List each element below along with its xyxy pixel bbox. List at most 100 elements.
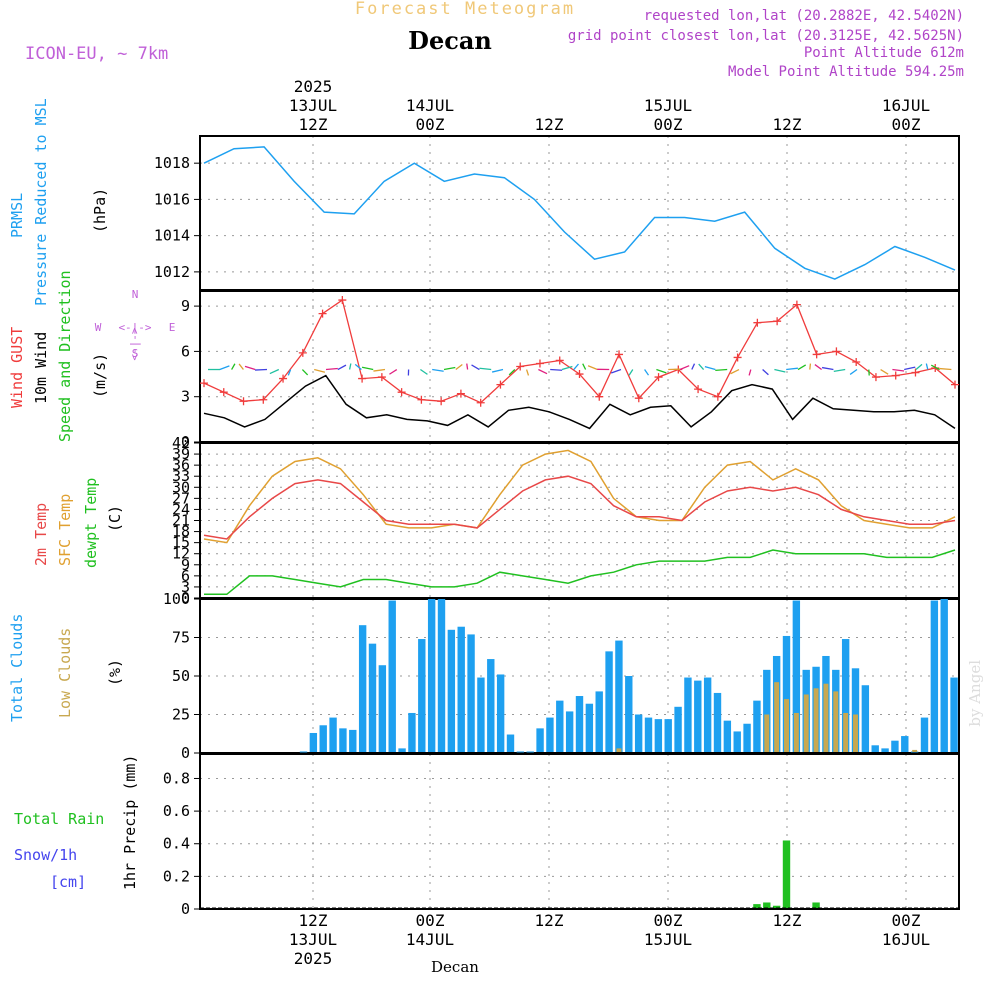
- total-cloud-bar: [299, 751, 308, 753]
- total-cloud-bar: [605, 651, 613, 752]
- total-cloud-bar: [349, 729, 357, 752]
- cloud-label-a: Total Clouds: [8, 614, 26, 722]
- wind-direction-arrow: [471, 364, 480, 371]
- gust-marker: [555, 356, 564, 365]
- chart-title: Decan: [408, 26, 492, 55]
- wind-direction-arrow: [679, 365, 690, 371]
- temp-ytick-label: 21: [172, 512, 190, 530]
- x-bottom-l1: 00Z: [415, 911, 445, 930]
- x-bottom-l1: 12Z: [298, 911, 328, 930]
- wind-ytick-label: 6: [181, 342, 190, 360]
- wind-direction-arrow: [704, 365, 716, 371]
- total-cloud-bar: [753, 700, 761, 752]
- wind-direction-arrow: [930, 364, 940, 371]
- gust-marker: [753, 318, 762, 327]
- wind-direction-arrow: [301, 369, 309, 376]
- total-cloud-bar: [329, 717, 337, 752]
- gust-marker: [279, 374, 288, 383]
- pressure-line: [203, 146, 956, 280]
- gust-marker: [417, 395, 426, 404]
- gust-marker: [951, 380, 959, 389]
- wind-direction-arrow: [361, 366, 374, 371]
- total-cloud-bar: [713, 692, 722, 752]
- cloud-label-b: Low Clouds: [56, 628, 74, 718]
- gust-marker: [595, 392, 604, 401]
- total-cloud-bar: [654, 719, 663, 752]
- total-cloud-bar: [496, 674, 505, 752]
- low-cloud-bar: [912, 749, 918, 752]
- x-top-l2: 15JUL: [643, 96, 693, 115]
- snow-unit: [cm]: [50, 873, 86, 891]
- wind-direction-arrow: [915, 363, 923, 371]
- wind-direction-arrow: [255, 368, 268, 371]
- rain-bar: [812, 902, 820, 908]
- rain-label: Total Rain: [14, 810, 104, 828]
- wind-ytick-label: 0: [181, 433, 190, 451]
- total-cloud-bar: [585, 703, 594, 752]
- dewpt-line: [204, 549, 956, 596]
- pressure-ytick-label: 1018: [154, 154, 190, 172]
- wind-direction-arrow: [269, 368, 280, 375]
- total-cloud-bar: [615, 640, 623, 752]
- gust-marker: [476, 398, 485, 407]
- total-cloud-bar: [595, 691, 603, 752]
- gust-marker: [634, 394, 643, 403]
- gust-marker: [694, 385, 703, 394]
- rain-bar: [763, 902, 771, 908]
- total-cloud-bar: [792, 600, 801, 752]
- x-top-l3: 00Z: [415, 115, 445, 134]
- wind-direction-arrow: [774, 368, 786, 373]
- wind-direction-arrow: [432, 368, 444, 372]
- temp-ytick-label: 33: [172, 467, 190, 485]
- total-cloud-bar: [398, 748, 406, 752]
- gust-marker: [812, 350, 821, 359]
- total-cloud-bar: [881, 748, 889, 752]
- temp-ytick-label: 42: [172, 434, 190, 452]
- wind-direction-arrow: [231, 363, 236, 370]
- precip-unit: 1hr Precip (mm): [121, 755, 139, 890]
- wind-direction-arrow: [466, 363, 469, 370]
- gust-marker: [871, 373, 880, 382]
- wind-direction-arrow: [479, 367, 492, 371]
- wind-direction-arrow: [561, 365, 573, 371]
- temp-label-c: dewpt Temp: [82, 478, 100, 568]
- gust-marker: [733, 353, 742, 362]
- pressure-ytick-label: 1014: [154, 227, 190, 245]
- wind-direction-arrow: [925, 363, 929, 370]
- low-cloud-bar: [774, 682, 780, 752]
- total-cloud-bar: [467, 634, 475, 752]
- requested-coords: requested lon,lat (20.2882E, 42.5402N): [643, 8, 964, 24]
- total-cloud-bar: [418, 639, 426, 752]
- wind-label-c: Speed and Direction: [56, 270, 74, 442]
- low-cloud-bar: [803, 694, 809, 752]
- total-cloud-bar: [644, 717, 653, 752]
- total-cloud-bar: [526, 751, 534, 753]
- cloud-ytick-label: 50: [172, 667, 190, 685]
- x-top-l3: 12Z: [772, 115, 802, 134]
- gust-marker: [852, 357, 861, 366]
- pressure-label-b: Pressure Reduced to MSL: [32, 98, 50, 306]
- total-cloud-bar: [674, 706, 682, 752]
- total-cloud-bar: [556, 700, 564, 752]
- total-cloud-bar: [546, 717, 554, 752]
- gust-marker: [437, 397, 446, 406]
- gust-marker: [792, 300, 801, 309]
- gust-line: [203, 299, 956, 404]
- low-cloud-bar: [764, 714, 770, 752]
- precip-ytick-label: 0: [181, 900, 190, 918]
- x-top-l2: 14JUL: [405, 96, 455, 115]
- wind-direction-arrow: [628, 369, 634, 376]
- total-cloud-bar: [358, 625, 367, 752]
- wind-direction-arrow: [656, 368, 667, 374]
- precip-ytick-label: 0.8: [163, 769, 190, 787]
- x-bottom-l2: 13JUL: [288, 930, 338, 949]
- low-cloud-bar: [843, 712, 849, 752]
- precip-ytick-label: 0.4: [163, 835, 190, 853]
- low-cloud-bar: [853, 714, 858, 752]
- temp-unit: (C): [106, 505, 124, 532]
- wind-label-b: 10m Wind: [32, 332, 50, 404]
- temp-ytick-label: 30: [172, 478, 190, 496]
- x-top-l2: 16JUL: [881, 96, 931, 115]
- wind-direction-arrow: [809, 363, 812, 370]
